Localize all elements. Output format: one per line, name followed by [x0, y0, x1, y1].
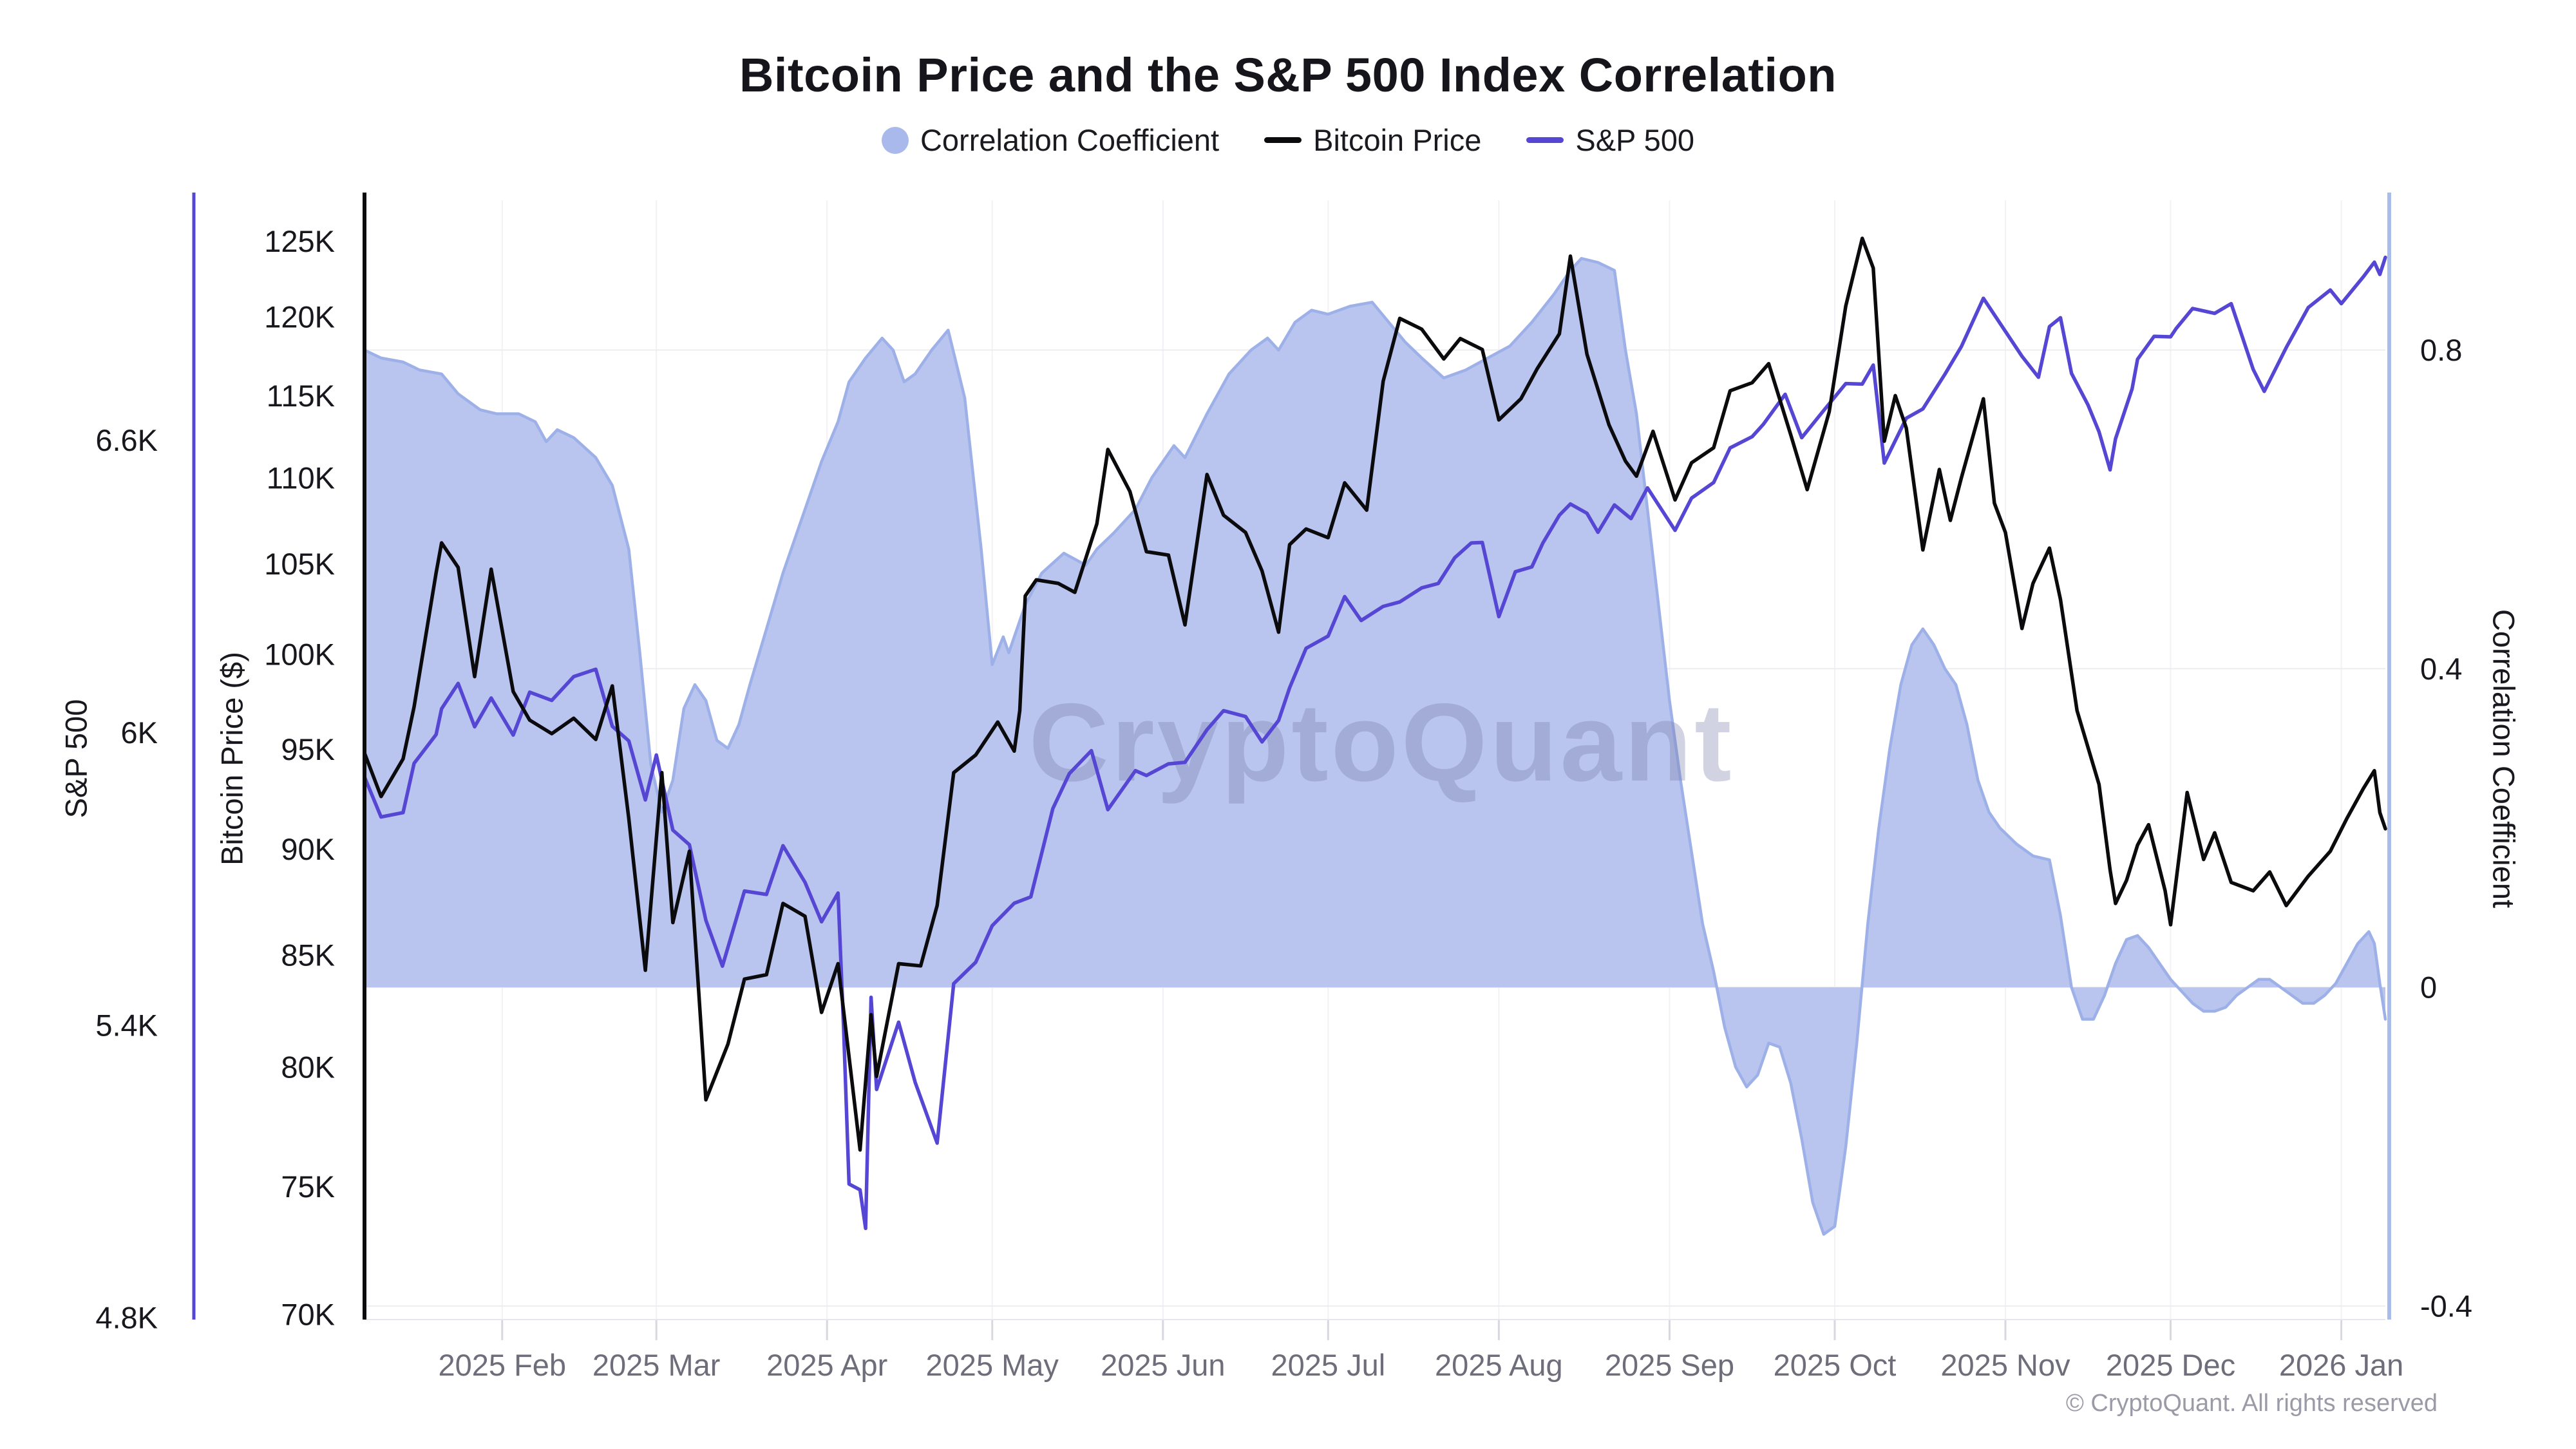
spx-tick-label: 4.8K — [95, 1300, 158, 1334]
corr-tick-label: 0.4 — [2420, 652, 2462, 686]
legend-item-bitcoin-price[interactable]: Bitcoin Price — [1264, 122, 1481, 158]
btc-tick-label: 110K — [267, 460, 335, 495]
copyright-text: © CryptoQuant. All rights reserved — [2065, 1390, 2438, 1417]
btc-tick-label: 100K — [264, 637, 335, 671]
x-tick-label: 2025 Oct — [1774, 1348, 1897, 1382]
legend-label: S&P 500 — [1575, 123, 1695, 157]
btc-tick-label: 70K — [281, 1297, 335, 1331]
x-tick-label: 2025 Dec — [2106, 1348, 2235, 1382]
btc-tick-label: 105K — [264, 547, 335, 581]
chart-title: Bitcoin Price and the S&P 500 Index Corr… — [739, 48, 1837, 102]
corr-tick-label: -0.4 — [2420, 1289, 2472, 1323]
legend-item-correlation[interactable]: Correlation Coefficient — [881, 122, 1220, 158]
x-tick-label: 2025 Feb — [438, 1348, 566, 1382]
x-tick-label: 2025 Apr — [766, 1348, 887, 1382]
btc-tick-label: 85K — [281, 938, 335, 972]
correlation-area-edge — [363, 257, 2387, 1236]
correlation-area — [365, 258, 2385, 1235]
corr-tick-label: 0 — [2420, 971, 2437, 1005]
btc-tick-label: 80K — [281, 1050, 335, 1084]
x-tick-label: 2025 Aug — [1435, 1348, 1563, 1382]
btc-tick-label: 115K — [267, 379, 335, 413]
bitcoin-line-icon — [1264, 137, 1302, 143]
x-tick-label: 2025 Mar — [592, 1348, 721, 1382]
x-tick-label: 2025 Jun — [1101, 1348, 1225, 1382]
watermark-text: CryptoQuant — [1028, 681, 1734, 804]
sp500-line — [363, 255, 2387, 1231]
btc-tick-label: 75K — [281, 1170, 335, 1204]
btc-tick-label: 125K — [264, 224, 335, 258]
btc-tick-label: 90K — [281, 832, 335, 866]
x-tick-label: 2025 Sep — [1605, 1348, 1734, 1382]
legend-label: Correlation Coefficient — [920, 123, 1220, 157]
btc-price-line — [363, 236, 2387, 1152]
legend: Correlation Coefficient Bitcoin Price S&… — [0, 122, 2576, 158]
spx-tick-label: 6K — [121, 715, 158, 750]
x-tick-label: 2026 Jan — [2279, 1348, 2403, 1382]
x-tick-label: 2025 Nov — [1940, 1348, 2070, 1382]
correlation-swatch-icon — [881, 126, 909, 154]
x-tick-label: 2025 May — [926, 1348, 1059, 1382]
corr-tick-label: 0.8 — [2420, 333, 2462, 367]
x-tick-label: 2025 Jul — [1271, 1348, 1385, 1382]
spx-tick-label: 5.4K — [95, 1008, 158, 1042]
btc-tick-label: 120K — [264, 299, 335, 334]
spx-tick-label: 6.6K — [95, 423, 158, 457]
legend-label: Bitcoin Price — [1313, 123, 1482, 157]
legend-item-sp500[interactable]: S&P 500 — [1526, 122, 1694, 158]
btc-tick-label: 95K — [281, 732, 335, 766]
sp500-line-icon — [1526, 137, 1564, 143]
